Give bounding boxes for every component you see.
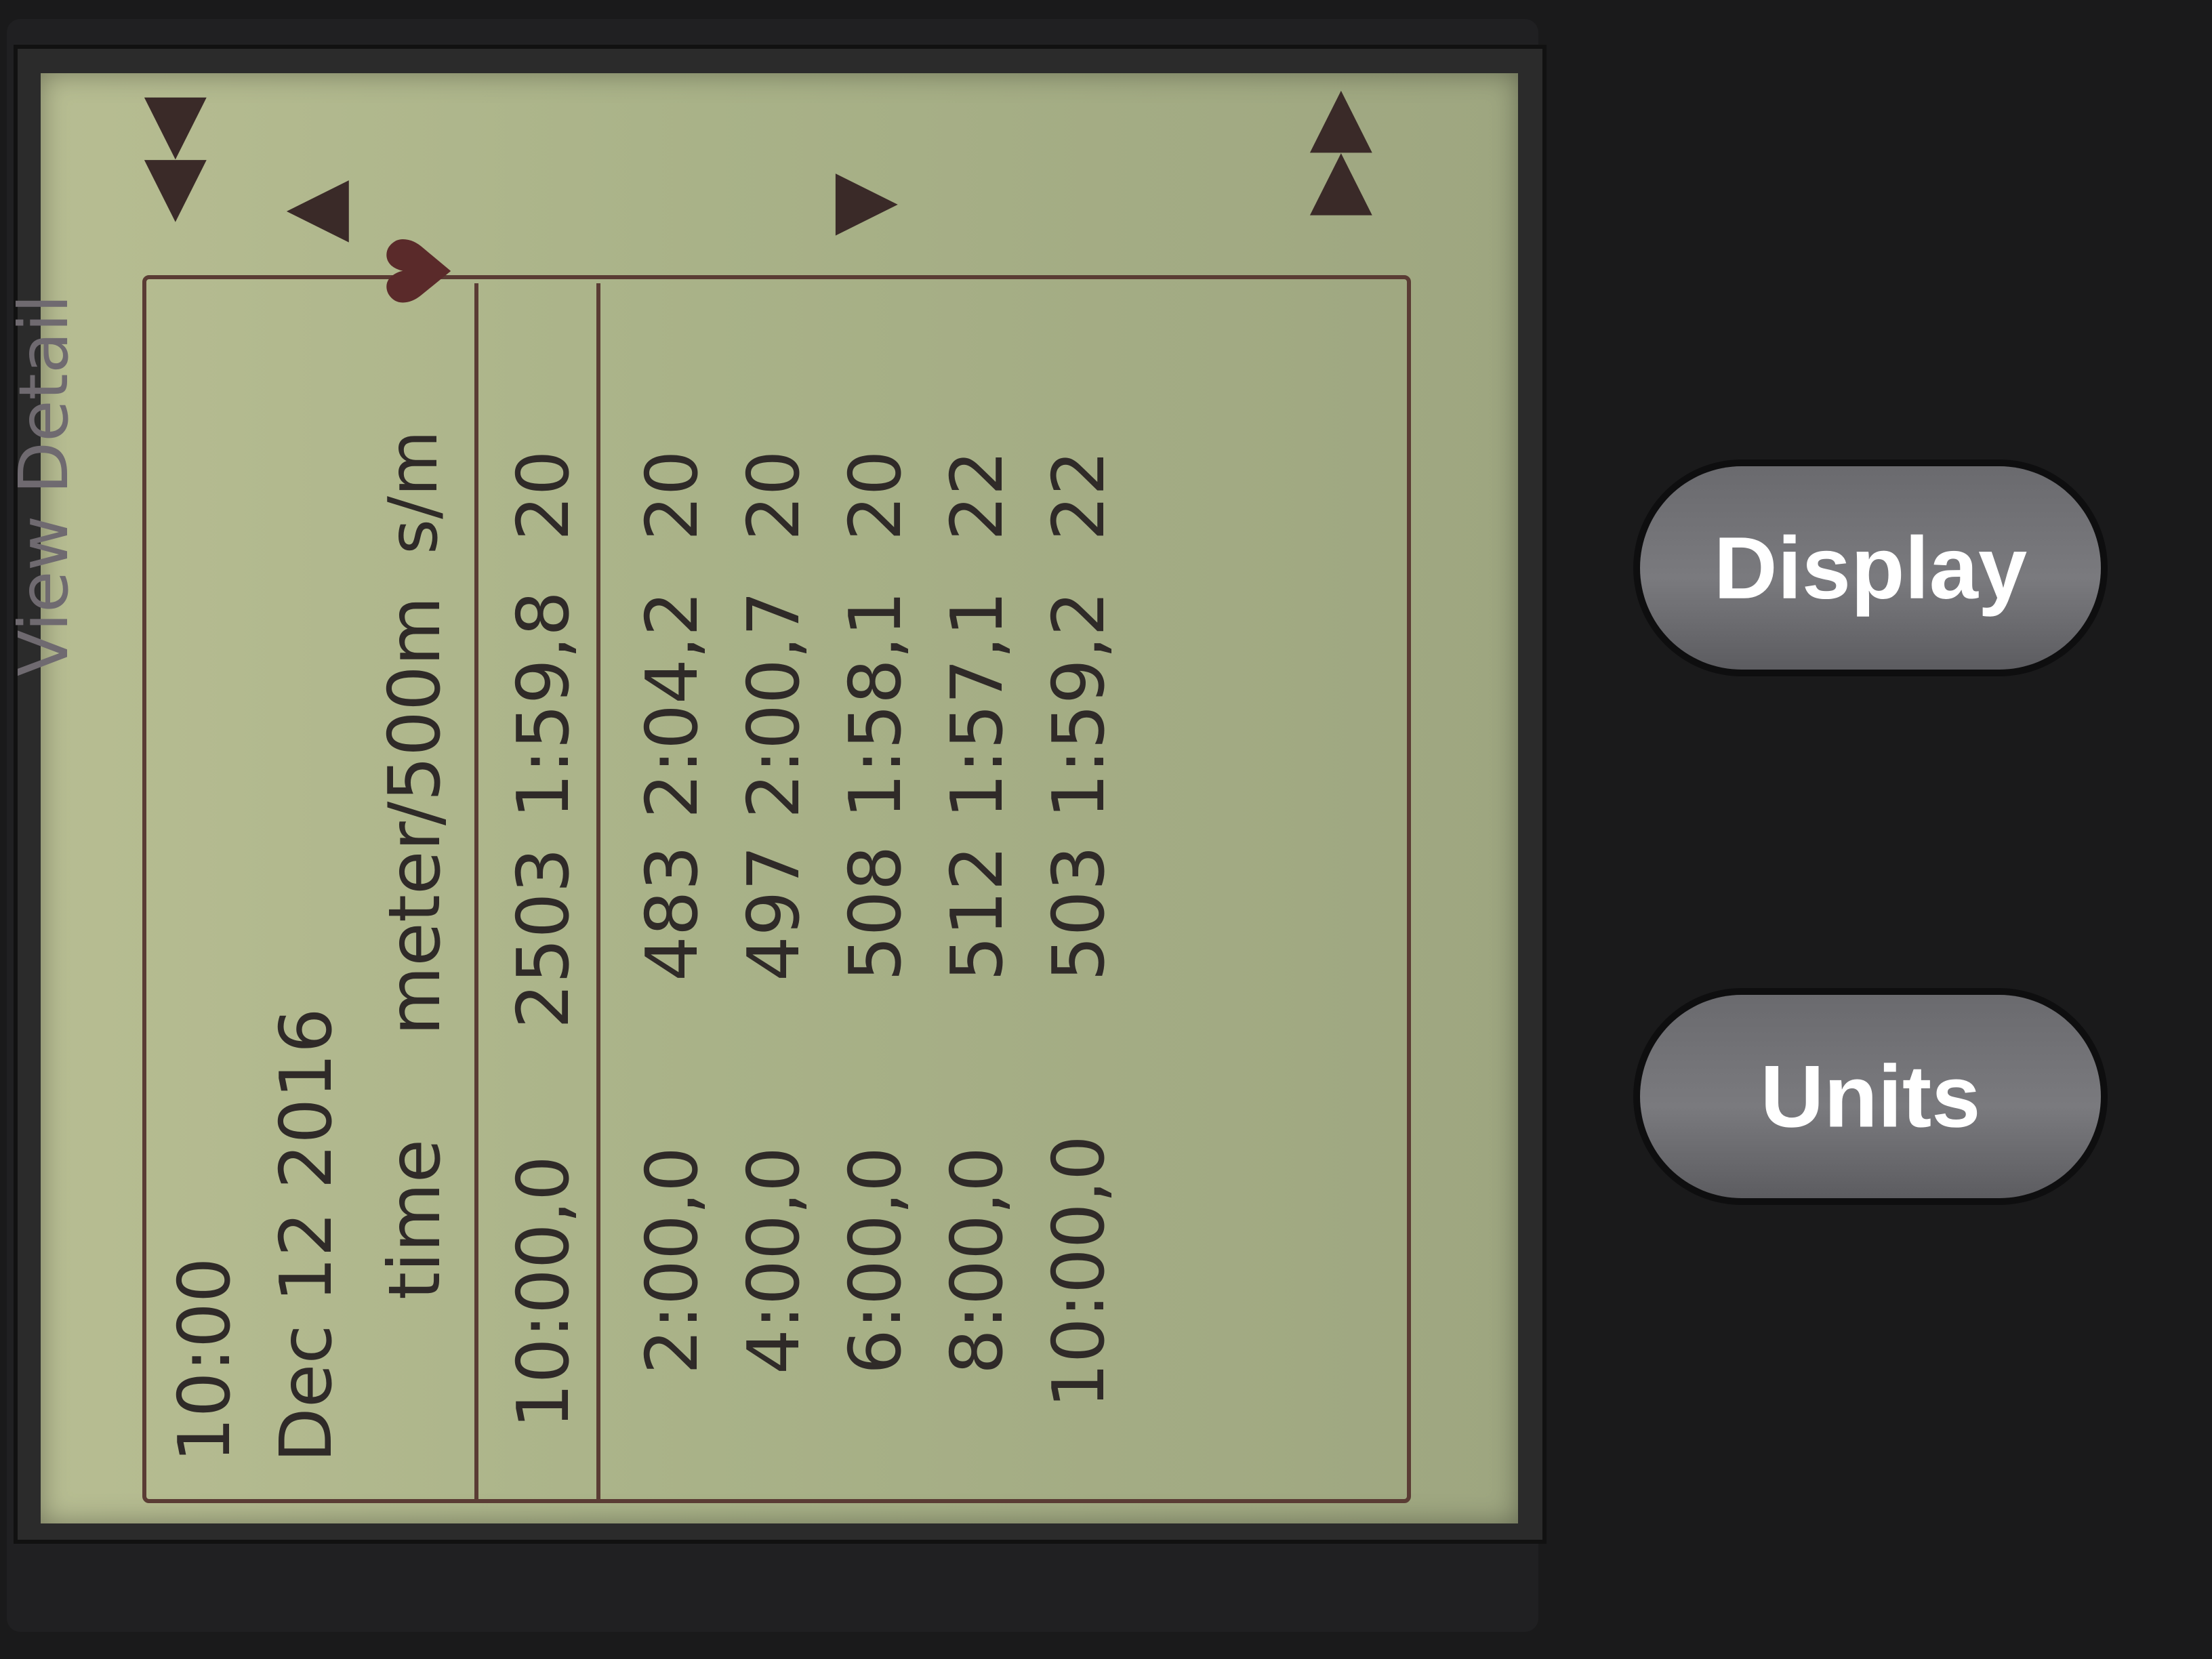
split-rate: 22 (936, 450, 1019, 541)
split-meter: 508 (834, 845, 917, 981)
summary-meter: 2503 (502, 847, 585, 1029)
down-triangle-icon: ▼ (813, 173, 907, 236)
first-page-arrow[interactable]: ◀◀ (122, 97, 216, 222)
split-meter: 512 (936, 845, 1019, 981)
split-rate: 22 (1038, 450, 1120, 541)
double-right-icon: ▶▶ (1288, 90, 1382, 216)
split-time: 6:00,0 (834, 1147, 917, 1374)
col-stroke-rate: s/m (373, 430, 453, 554)
double-left-icon: ◀◀ (122, 97, 216, 222)
up-triangle-icon: ▲ (264, 180, 359, 243)
split-meter: 483 (631, 845, 714, 981)
split-time: 8:00,0 (936, 1147, 1019, 1374)
col-meter: meter (373, 821, 456, 1036)
split-pace: 1:59,2 (1038, 591, 1120, 819)
summary-divider-bottom (596, 283, 600, 1503)
split-time: 2:00,0 (631, 1147, 714, 1374)
heart-icon: ♥ (369, 231, 472, 310)
summary-divider-top (474, 283, 478, 1503)
col-time: time (373, 1139, 456, 1300)
col-pace: /500m (373, 596, 456, 825)
view-title: View Detail (4, 294, 83, 676)
split-rate: 20 (834, 450, 917, 541)
display-label: Display (1713, 518, 2028, 617)
split-time: 10:00,0 (1038, 1135, 1120, 1408)
split-pace: 2:00,7 (733, 591, 815, 819)
page-up-arrow[interactable]: ▲ (264, 180, 359, 243)
page-down-arrow[interactable]: ▼ (813, 173, 907, 236)
workout-time: 10:00 (163, 1257, 246, 1462)
workout-date: Dec 12 2016 (265, 1008, 348, 1462)
display-button[interactable]: Display (1640, 466, 2101, 670)
split-time: 4:00,0 (733, 1147, 815, 1374)
split-meter: 497 (733, 845, 815, 981)
summary-time: 10:00,0 (502, 1155, 585, 1429)
last-page-arrow[interactable]: ▶▶ (1288, 90, 1382, 216)
split-pace: 1:58,1 (834, 591, 917, 819)
split-rate: 20 (733, 450, 815, 541)
units-button[interactable]: Units (1640, 995, 2101, 1198)
lcd-screen: View Detail ◀◀ ▲ ▼ ▶▶ 10:00 Dec 12 2016 … (4, 73, 1518, 1523)
split-rate: 20 (631, 450, 714, 541)
units-label: Units (1760, 1047, 1981, 1146)
split-pace: 2:04,2 (631, 591, 714, 819)
summary-rate: 20 (502, 450, 585, 541)
summary-pace: 1:59,8 (502, 591, 585, 819)
split-pace: 1:57,1 (936, 591, 1019, 819)
split-meter: 503 (1038, 845, 1120, 981)
